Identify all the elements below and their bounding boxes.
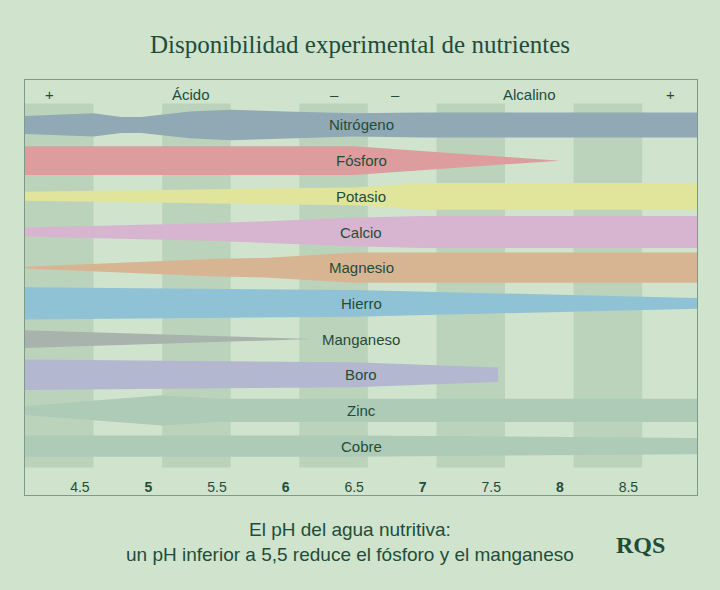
svg-text:7.5: 7.5 (482, 479, 502, 495)
svg-text:Magnesio: Magnesio (329, 259, 394, 276)
svg-text:8.5: 8.5 (619, 479, 639, 495)
svg-text:+: + (666, 86, 675, 103)
svg-text:6.5: 6.5 (344, 479, 364, 495)
svg-text:Calcio: Calcio (340, 224, 382, 241)
svg-text:–: – (330, 86, 339, 103)
svg-text:–: – (391, 86, 400, 103)
svg-text:RQS: RQS (616, 532, 665, 558)
svg-text:5.5: 5.5 (207, 479, 227, 495)
svg-text:6: 6 (282, 479, 290, 495)
svg-text:Disponibilidad experimental de: Disponibilidad experimental de nutriente… (150, 31, 570, 58)
svg-text:Ácido: Ácido (172, 86, 210, 103)
svg-text:4.5: 4.5 (70, 479, 90, 495)
svg-text:Cobre: Cobre (341, 438, 382, 455)
svg-text:Potasio: Potasio (336, 188, 386, 205)
svg-text:7: 7 (419, 479, 427, 495)
svg-text:Zinc: Zinc (347, 402, 376, 419)
svg-text:Boro: Boro (345, 366, 377, 383)
svg-text:5: 5 (145, 479, 153, 495)
svg-text:Hierro: Hierro (341, 295, 382, 312)
svg-text:Fósforo: Fósforo (336, 152, 387, 169)
svg-text:Alcalino: Alcalino (503, 86, 556, 103)
svg-text:+: + (45, 86, 54, 103)
svg-text:Manganeso: Manganeso (322, 331, 400, 348)
svg-text:8: 8 (556, 479, 564, 495)
svg-text:El pH del agua nutritiva:un pH: El pH del agua nutritiva:un pH inferior … (126, 519, 574, 565)
svg-text:Nitrógeno: Nitrógeno (329, 116, 394, 133)
